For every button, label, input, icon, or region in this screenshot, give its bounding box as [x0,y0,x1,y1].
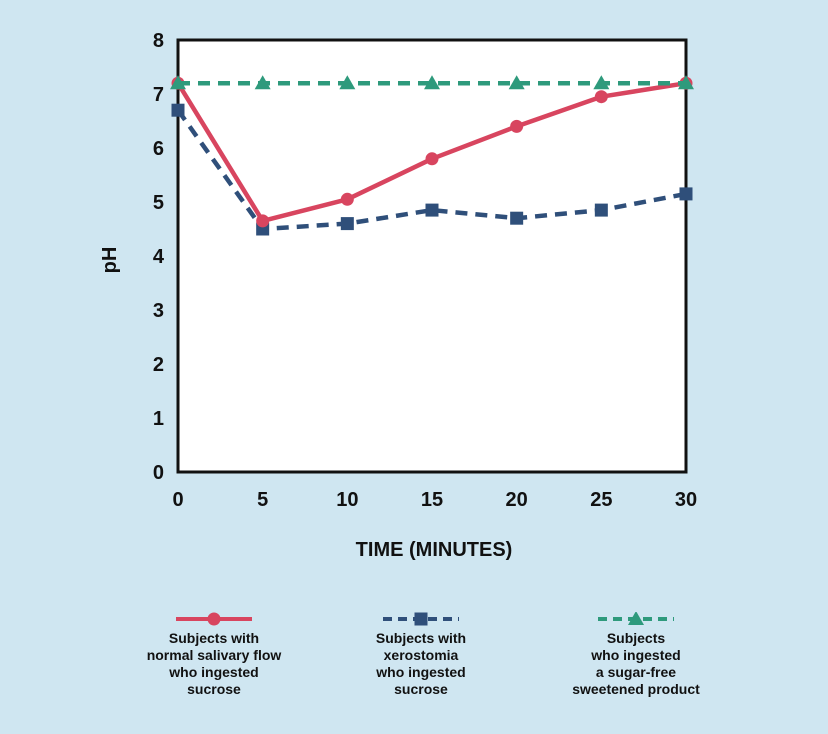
y-axis-ticks: 0 1 2 3 4 5 6 7 8 [153,30,165,484]
legend-label-sugar-free: Subjects who ingested a sugar-free sweet… [572,630,700,697]
y-tick-label: 4 [153,246,165,268]
y-tick-label: 0 [153,462,164,484]
legend-item-normal-salivary: Subjects with normal salivary flow who i… [114,612,314,698]
data-point [339,75,356,90]
legend-swatch-sugar-free [598,612,674,625]
y-tick-label: 8 [153,30,164,52]
legend-swatch-xerostomia [383,612,459,626]
legend-label-xerostomia: Subjects with xerostomia who ingested su… [375,630,467,697]
series-triangle [170,75,694,90]
data-point [510,119,524,133]
legend-swatch-normal-salivary [176,612,252,626]
data-point [171,103,185,117]
plot-frame [176,38,688,474]
x-tick-label: 25 [590,489,612,511]
legend-swatch-marker [414,612,428,626]
data-point [593,75,610,90]
series-layer [170,75,694,236]
data-point [594,90,608,104]
legend-swatch-marker [628,612,644,625]
legend-item-sugar-free: Subjects who ingested a sugar-free sweet… [536,612,736,698]
data-point [508,75,525,90]
chart-legend: Subjects with normal salivary flow who i… [0,612,828,722]
y-tick-label: 3 [153,300,164,322]
x-axis-ticks: 0 5 10 15 20 25 30 [172,489,697,511]
data-point [425,152,439,166]
data-point [170,75,186,90]
y-tick-label: 1 [153,408,164,430]
y-tick-label: 5 [153,192,164,214]
x-tick-label: 0 [172,489,183,511]
data-point [679,187,693,201]
x-tick-label: 5 [257,489,268,511]
plot-area [176,38,688,474]
data-point [510,211,524,225]
legend-item-xerostomia: Subjects with xerostomia who ingested su… [321,612,521,698]
legend-swatch-marker [207,612,221,626]
y-axis-label: pH [99,247,121,274]
data-point [678,75,694,90]
data-point [256,214,270,228]
data-point [340,192,354,206]
data-point [425,203,439,217]
x-axis-label: TIME (MINUTES) [356,539,513,561]
y-tick-label: 2 [153,354,164,376]
line-chart: 0 1 2 3 4 5 6 7 8 0 5 10 15 20 25 30 pH TIME (MINUTES) [99,30,697,561]
y-tick-label: 6 [153,138,164,160]
y-tick-label: 7 [153,84,164,106]
data-point [594,203,608,217]
x-tick-label: 10 [336,489,358,511]
series-square [171,103,693,236]
x-tick-label: 30 [675,489,697,511]
data-point [424,75,440,90]
x-tick-label: 20 [506,489,528,511]
x-tick-label: 15 [421,489,443,511]
data-point [340,217,354,231]
data-point [254,75,271,90]
legend-label-normal-salivary: Subjects with normal salivary flow who i… [146,630,282,697]
